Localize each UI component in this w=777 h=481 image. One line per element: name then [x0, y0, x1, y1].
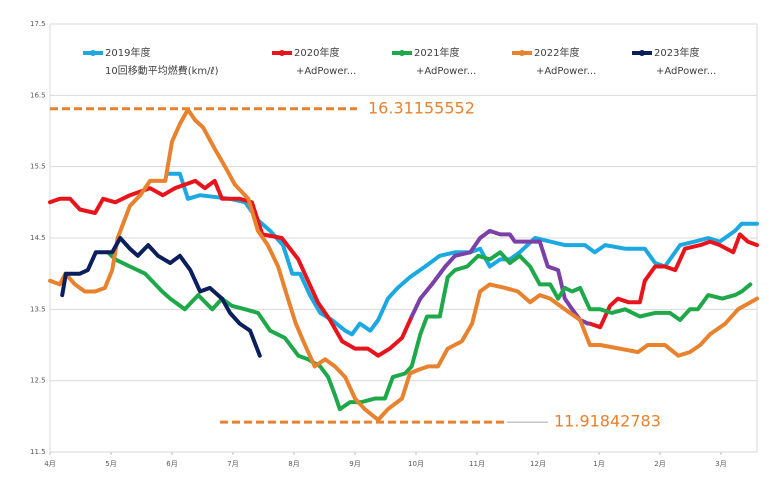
- annotation-label: 16.31155552: [368, 98, 475, 117]
- legend-note: +AdPower...: [296, 66, 356, 77]
- grid: 11.5 12.5 13.5 14.5 15.5 16.5 17.5 4月 5月 6月 7月 8月 9月…: [30, 20, 757, 468]
- y-tick-label: 15.5: [30, 163, 46, 171]
- legend-label: 2021年度: [414, 46, 459, 59]
- marks: [48, 107, 759, 422]
- x-tick-label: 7月: [227, 460, 238, 468]
- legend-marker: [639, 50, 645, 56]
- x-tick-label: 12月: [530, 460, 546, 468]
- series-line: [106, 250, 753, 412]
- x-tick-label: 6月: [166, 460, 177, 468]
- x-tick-label: 3月: [715, 460, 726, 468]
- x-tick-label: 11月: [469, 460, 485, 468]
- x-tick-label: 2月: [654, 460, 665, 468]
- x-tick-label: 4月: [44, 460, 55, 468]
- series-line: [48, 178, 759, 358]
- y-tick-label: 16.5: [30, 91, 46, 99]
- y-tick-label: 17.5: [30, 20, 46, 28]
- x-tick-label: 1月: [593, 460, 604, 468]
- legend-marker: [279, 50, 285, 56]
- y-tick-label: 14.5: [30, 234, 46, 242]
- chart-subtitle: 10回移動平均燃費(km/ℓ): [105, 64, 219, 77]
- series-line: [48, 107, 759, 422]
- legend-label: 2019年度: [105, 46, 150, 59]
- overlay: 16.31155552 11.91842783 2019年度 2020年度 +AdPow…: [50, 46, 716, 431]
- legend-note: +AdPower...: [536, 66, 596, 77]
- legend-marker: [90, 50, 96, 56]
- legend-note: +AdPower...: [416, 66, 476, 77]
- legend-label: 2022年度: [534, 46, 579, 59]
- x-tick-label: 5月: [105, 460, 116, 468]
- x-tick-label: 10月: [408, 460, 424, 468]
- legend-label: 2023年度: [654, 46, 699, 59]
- x-tick-label: 8月: [288, 460, 299, 468]
- y-tick-label: 13.5: [30, 305, 46, 313]
- legend-marker: [399, 50, 405, 56]
- annotation-label: 11.91842783: [554, 412, 661, 431]
- legend-marker: [519, 50, 525, 56]
- legend-note: +AdPower...: [656, 66, 716, 77]
- legend-label: 2020年度: [294, 46, 339, 59]
- series-line: [60, 236, 262, 358]
- y-tick-label: 11.5: [30, 448, 46, 456]
- series-line: [409, 228, 590, 326]
- x-tick-label: 9月: [349, 460, 360, 468]
- y-tick-label: 12.5: [30, 377, 46, 385]
- series-line: [165, 171, 759, 337]
